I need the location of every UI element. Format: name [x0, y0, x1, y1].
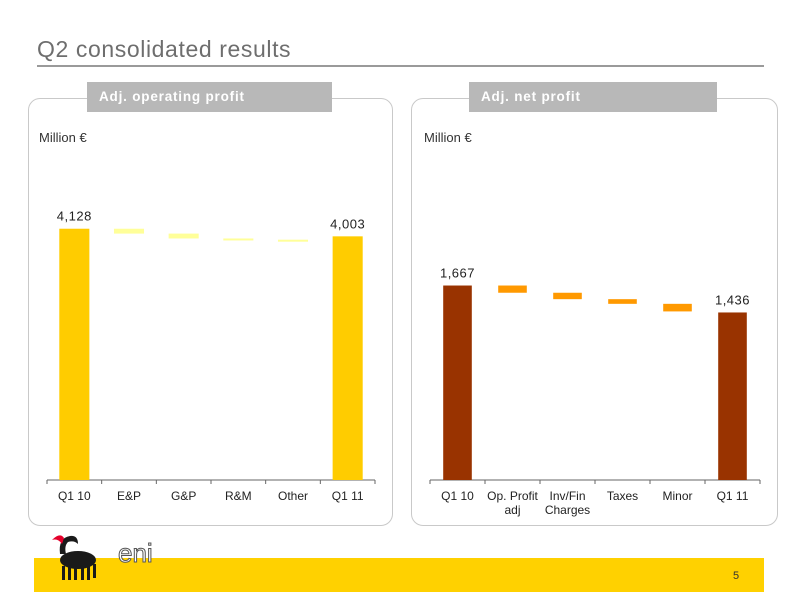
- eni-logo: eni: [52, 535, 153, 580]
- total-bar: [443, 285, 472, 480]
- category-label: Other: [278, 489, 308, 503]
- data-label: 1,436: [715, 292, 750, 307]
- data-label: 4,128: [57, 209, 92, 224]
- category-label: Q1 10: [58, 489, 91, 503]
- page-title: Q2 consolidated results: [37, 36, 292, 62]
- delta-bar: [223, 238, 254, 241]
- operating-profit-unit: Million €: [39, 130, 87, 145]
- title-divider: [37, 65, 764, 67]
- data-label: 1,667: [440, 266, 475, 281]
- category-label: E&P: [117, 489, 141, 503]
- total-bar: [332, 236, 363, 480]
- delta-bar: [553, 292, 582, 300]
- net-profit-panel: [411, 98, 778, 526]
- footer-band: [34, 558, 764, 592]
- operating-profit-chart: 4,128 Q1 10 E&P G&P R&M Other 4,003 Q1 11: [46, 209, 376, 503]
- category-label: Taxes: [607, 489, 638, 503]
- delta-bar: [608, 299, 637, 304]
- net-profit-unit: Million €: [424, 130, 472, 145]
- data-label: 4,003: [330, 216, 365, 231]
- operating-profit-tab: Adj. operating profit: [87, 82, 332, 112]
- category-label: Charges: [545, 503, 590, 517]
- delta-bar: [113, 228, 145, 234]
- category-label: Inv/Fin: [549, 489, 585, 503]
- category-label: adj: [504, 503, 520, 517]
- delta-bar: [277, 239, 309, 242]
- category-label: Q1 11: [717, 489, 749, 503]
- total-bar: [718, 312, 747, 480]
- logo-text: eni: [118, 538, 153, 568]
- category-label: G&P: [171, 489, 196, 503]
- category-label: Minor: [662, 489, 692, 503]
- category-label: Q1 11: [332, 489, 364, 503]
- page-number: 5: [733, 570, 740, 582]
- total-bar: [59, 228, 90, 480]
- delta-bar: [498, 285, 527, 293]
- category-label: R&M: [225, 489, 252, 503]
- delta-bar: [663, 303, 692, 312]
- category-label: Q1 10: [441, 489, 474, 503]
- net-profit-tab: Adj. net profit: [469, 82, 717, 112]
- delta-bar: [168, 233, 199, 239]
- category-label: Op. Profit: [487, 489, 538, 503]
